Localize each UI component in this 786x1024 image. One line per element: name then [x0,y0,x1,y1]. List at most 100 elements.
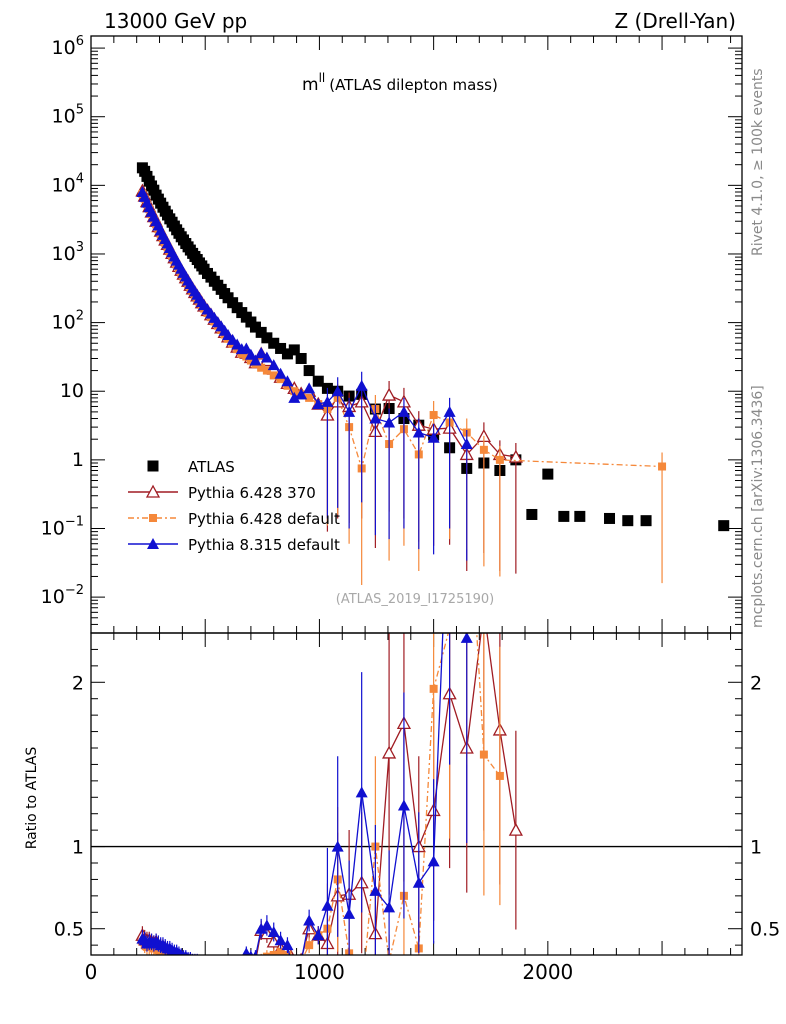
x-tick-label: 2000 [522,960,573,984]
legend-marker-py6-370 [145,484,161,498]
py6-default-ratio-point [180,959,188,967]
py6-370-ratio-point [199,954,200,955]
py8-default-ratio-point [183,950,189,955]
py6-default-ratio-point [186,961,194,969]
py6-default-ratio-point [221,966,229,974]
py8-default-ratio-point [255,922,268,934]
y-tick-label: 104 [52,171,84,196]
py8-default-ratio-point [281,939,294,951]
py6-default-point [246,356,255,365]
observable-superscript: ll [319,71,326,85]
py8-default-point [397,405,410,417]
ratio-y-tick-label: 0.5 [54,919,84,941]
py6-default-point [262,366,271,375]
atlas-point [249,321,261,333]
y-tick-label: 10 [60,380,84,402]
py6-370-ratio-point [198,957,210,968]
py8-default-ratio-point [267,926,280,937]
py8-default-point [260,351,273,363]
atlas-point [288,344,300,356]
ratio-panel-frame [90,632,743,956]
py6-370-ratio-point [201,957,213,968]
py6-370-ratio-point [255,954,256,955]
py8-default-point [240,342,253,354]
y-tick-label: 102 [52,309,84,334]
py6-default-point [276,375,285,384]
y-tick-label: 1 [72,449,84,471]
py6-default-ratio-point [189,961,197,969]
analysis-id: (ATLAS_2019_I1725190) [336,592,494,607]
atlas-point [558,510,570,522]
py6-default-ratio-point [358,994,366,1002]
atlas-point [261,332,273,344]
py6-default-point [290,387,299,396]
py6-default-ratio-point [238,966,246,974]
atlas-point [303,365,315,377]
py6-default-ratio-point [269,951,278,955]
py6-default-ratio-point [182,959,190,967]
py8-default-point [427,431,440,443]
py6-370-ratio-point [194,954,196,955]
observable-title: mll (ATLAS dilepton mass) [302,71,498,95]
legend-marker-atlas [147,460,159,472]
atlas-point [255,326,267,338]
y-tick-label: 10−2 [41,583,84,608]
py6-default-ratio-point [262,952,271,955]
ratio-y-tick-label: 1 [72,837,84,859]
ratio-y-tick-label-right: 1 [750,837,762,859]
py6-370-ratio-point [231,961,243,972]
py8-default-ratio-point [201,956,213,967]
py8-default-line [141,191,468,445]
py6-370-ratio-line [141,633,517,955]
py8-default-ratio-point [427,855,440,867]
legend-label-py8-default: Pythia 8.315 default [188,536,340,554]
ratio-y-tick-label-right: 2 [750,672,762,694]
py8-default-point [312,398,325,410]
y-tick-label: 105 [52,103,84,128]
py8-default-point [331,385,344,397]
py8-default-point [321,395,334,407]
observable-symbol: m [302,75,319,95]
py8-default-ratio-point [303,914,316,926]
py6-default-ratio-point [233,966,241,974]
py6-default-point [269,371,278,380]
py6-370-ratio-point [508,822,523,836]
ratio-y-tick-label-right: 0.5 [750,919,780,941]
py8-default-ratio-point [260,919,273,931]
atlas-point [526,508,538,520]
atlas-point [574,510,586,522]
energy-label: 13000 GeV pp [104,9,247,33]
py8-default-point [267,359,280,371]
py8-default-ratio-point [242,947,251,955]
py6-370-ratio-point [208,959,220,970]
py6-default-ratio-point [177,958,185,966]
py8-default-ratio-point [188,952,192,955]
py6-370-ratio-point [222,961,234,972]
py8-default-ratio-point [343,907,356,919]
py8-default-point [249,354,262,366]
atlas-point [281,348,293,360]
py8-default-ratio-point [212,957,224,968]
atlas-point [295,352,307,364]
observable-description: (ATLAS dilepton mass) [329,76,498,94]
py6-default-ratio-point [191,963,199,971]
atlas-point [718,520,730,532]
py6-default-ratio-point [257,956,265,964]
py8-default-point [460,438,473,450]
legend-label-py6-default: Pythia 6.428 default [188,510,340,528]
py8-default-ratio-point [369,884,382,896]
py6-default-ratio-point [229,966,237,974]
py6-370-point [508,449,523,463]
py6-default-ratio-point [214,964,222,972]
py6-default-ratio-point [184,961,192,969]
py8-default-point [369,412,382,424]
py6-default-point [658,462,667,471]
py6-default-ratio-point [203,963,211,971]
x-tick-label: 1000 [294,960,345,984]
py8-default-point [288,391,301,403]
rivet-version-label: Rivet 4.1.0, ≥ 100k events [750,68,766,256]
py8-default-ratio-point [236,957,248,968]
ratio-axis-label: Ratio to ATLAS [24,747,40,850]
py8-default-ratio-point [196,956,208,967]
py8-default-ratio-point [219,957,231,968]
